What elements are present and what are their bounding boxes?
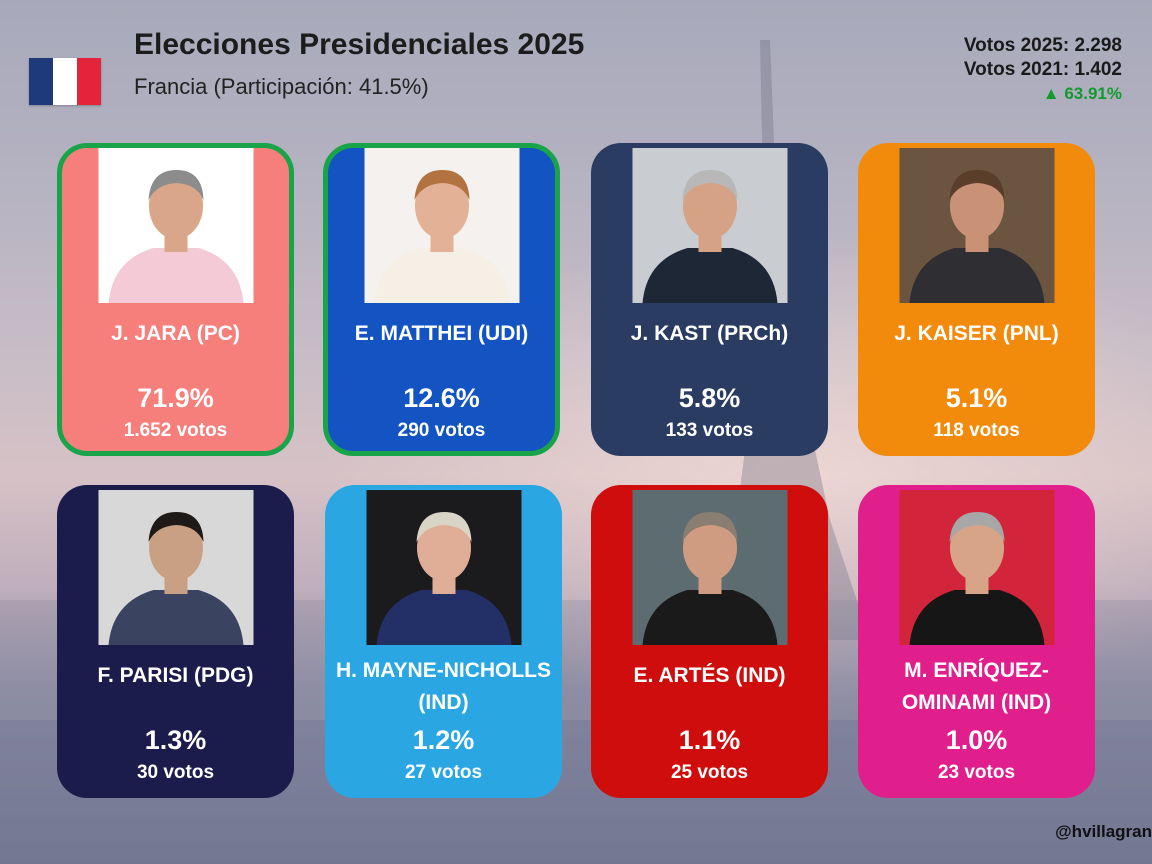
candidate-photo [899, 148, 1054, 303]
candidate-percent: 1.3% [144, 725, 207, 755]
candidate-percent: 5.1% [945, 383, 1008, 413]
page-title: Elecciones Presidenciales 2025 [134, 28, 585, 61]
candidate-name: E. ARTÉS (IND) [633, 664, 786, 687]
portrait-silhouette [108, 512, 243, 645]
portrait-silhouette [376, 512, 511, 645]
candidate-name: F. PARISI (PDG) [97, 664, 254, 687]
candidate-card: J. JARA (PC) 71.9% 1.652 votos [57, 143, 294, 456]
candidate-photo [632, 148, 787, 303]
candidate-card: E. ARTÉS (IND) 1.1% 25 votos [591, 485, 828, 798]
candidate-votes: 30 votos [136, 762, 215, 783]
candidate-percent: 5.8% [678, 383, 741, 413]
candidate-votes: 1.652 votos [123, 420, 228, 441]
candidate-photo [98, 490, 253, 645]
portrait-silhouette [108, 170, 243, 303]
candidate-card: M. ENRÍQUEZ-OMINAMI (IND) 1.0% 23 votos [858, 485, 1095, 798]
candidate-percent: 71.9% [137, 383, 214, 413]
candidate-votes: 133 votos [665, 420, 754, 441]
votes-change: ▲ 63.91% [1042, 84, 1122, 103]
portrait-silhouette [909, 512, 1044, 645]
candidate-card: J. KAISER (PNL) 5.1% 118 votos [858, 143, 1095, 456]
portrait-silhouette [374, 170, 509, 303]
candidate-photo [364, 148, 519, 303]
candidate-name: E. MATTHEI (UDI) [354, 322, 529, 345]
votes-2021: Votos 2021: 1.402 [963, 59, 1122, 80]
candidate-card: H. MAYNE-NICHOLLS (IND) 1.2% 27 votos [325, 485, 562, 798]
candidate-photo [632, 490, 787, 645]
candidate-name: J. JARA (PC) [111, 322, 240, 345]
flag-stripe-white [53, 58, 77, 105]
page-subtitle: Francia (Participación: 41.5%) [134, 74, 429, 99]
candidate-percent: 1.2% [412, 725, 475, 755]
candidate-name: J. KAST (PRCh) [630, 322, 789, 345]
votes-2025: Votos 2025: 2.298 [963, 35, 1122, 56]
vote-stats: Votos 2025: 2.298 Votos 2021: 1.402 ▲ 63… [964, 34, 1122, 106]
candidate-name: J. KAISER (PNL) [894, 322, 1059, 345]
candidate-percent: 12.6% [403, 383, 480, 413]
candidate-card: F. PARISI (PDG) 1.3% 30 votos [57, 485, 294, 798]
portrait-silhouette [909, 170, 1044, 303]
portrait-silhouette [642, 512, 777, 645]
candidate-votes: 118 votos [933, 420, 1020, 441]
candidate-name: H. MAYNE-NICHOLLS (IND) [335, 659, 552, 714]
candidate-photo [899, 490, 1054, 645]
candidate-votes: 23 votos [937, 762, 1016, 783]
flag-stripe-red [77, 58, 101, 105]
portrait-silhouette [642, 170, 777, 303]
candidate-name: M. ENRÍQUEZ-OMINAMI (IND) [901, 659, 1052, 714]
candidate-votes: 290 votos [397, 420, 486, 441]
candidate-photo [98, 148, 253, 303]
candidate-votes: 25 votos [670, 762, 749, 783]
france-flag [29, 58, 101, 105]
candidate-card: J. KAST (PRCh) 5.8% 133 votos [591, 143, 828, 456]
candidate-photo [366, 490, 521, 645]
candidate-percent: 1.1% [678, 725, 741, 755]
author-handle: @hvillagran [1055, 822, 1152, 841]
flag-stripe-blue [29, 58, 53, 105]
candidate-votes: 27 votos [404, 762, 483, 783]
candidate-percent: 1.0% [945, 725, 1008, 755]
candidate-card: E. MATTHEI (UDI) 12.6% 290 votos [323, 143, 560, 456]
